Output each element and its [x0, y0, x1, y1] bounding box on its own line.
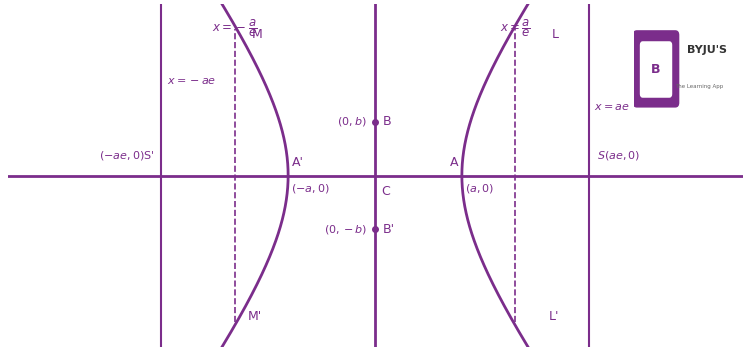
Text: B': B' [383, 223, 395, 236]
Text: $S(ae,0)$: $S(ae,0)$ [597, 149, 640, 162]
FancyBboxPatch shape [640, 41, 672, 98]
Text: $x = -\dfrac{a}{e}$: $x = -\dfrac{a}{e}$ [212, 17, 257, 39]
FancyBboxPatch shape [630, 6, 739, 138]
Text: M': M' [248, 310, 262, 323]
Text: $x = \dfrac{a}{e}$: $x = \dfrac{a}{e}$ [500, 17, 531, 39]
Text: $x = ae$: $x = ae$ [594, 102, 630, 112]
Text: $(-a,0)$: $(-a,0)$ [292, 182, 330, 195]
Text: A': A' [292, 156, 304, 169]
FancyBboxPatch shape [633, 30, 680, 107]
Text: $(-ae,0)$S': $(-ae,0)$S' [99, 149, 154, 162]
Text: L: L [552, 28, 559, 41]
Text: M: M [251, 28, 262, 41]
Text: The Learning App: The Learning App [676, 84, 724, 89]
Text: $(0,b)$: $(0,b)$ [338, 115, 367, 128]
Text: BYJU'S: BYJU'S [687, 45, 727, 55]
Text: B: B [651, 63, 661, 76]
Text: L': L' [549, 310, 560, 323]
Text: $(0,-b)$: $(0,-b)$ [324, 223, 367, 236]
Text: A: A [450, 156, 458, 169]
Text: B: B [383, 115, 392, 128]
Text: $(a,0)$: $(a,0)$ [465, 182, 494, 195]
Text: C: C [382, 185, 391, 198]
Text: $x = -ae$: $x = -ae$ [166, 76, 216, 86]
